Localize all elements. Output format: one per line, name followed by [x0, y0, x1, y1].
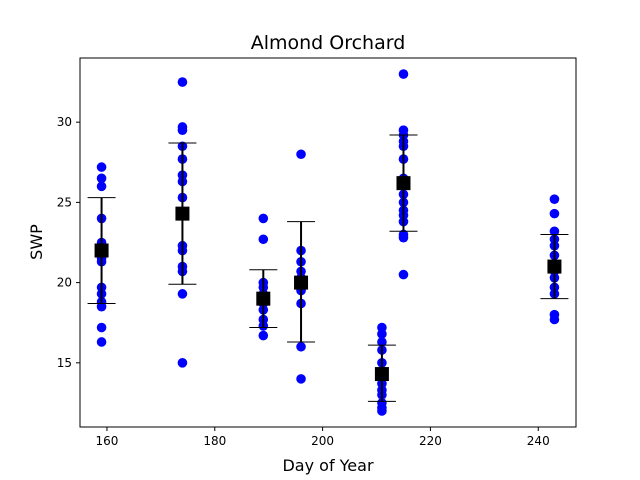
- data-point: [296, 149, 306, 160]
- mean-marker: [374, 367, 389, 382]
- data-point: [96, 322, 107, 333]
- mean-marker: [547, 259, 562, 274]
- data-point: [549, 208, 560, 219]
- data-point: [177, 358, 188, 368]
- data-point: [96, 337, 107, 347]
- y-tick-label: 25: [57, 195, 72, 209]
- mean-marker: [396, 176, 411, 191]
- mean-marker: [175, 206, 190, 221]
- data-point: [398, 232, 409, 243]
- data-point: [296, 341, 306, 352]
- mean-marker: [294, 275, 309, 290]
- data-point: [258, 213, 269, 224]
- x-axis-label: Day of Year: [282, 456, 373, 475]
- x-tick-label: 200: [311, 434, 334, 448]
- y-tick-label: 15: [57, 356, 72, 370]
- chart-title: Almond Orchard: [251, 32, 406, 54]
- data-point: [177, 289, 188, 299]
- data-point: [96, 173, 107, 184]
- chart-axes: 160 180 200 220 240 15 20 25 30: [57, 115, 550, 448]
- data-point: [377, 337, 387, 347]
- data-point: [549, 314, 560, 325]
- x-tick-label: 160: [96, 434, 119, 448]
- data-point: [96, 301, 107, 312]
- plot-area: [80, 58, 576, 427]
- data-point: [549, 226, 560, 237]
- x-tick-label: 240: [527, 434, 550, 448]
- data-point: [398, 69, 409, 79]
- data-point: [177, 125, 188, 135]
- data-point: [377, 329, 387, 339]
- x-tick-label: 180: [203, 434, 226, 448]
- chart-marks: [87, 69, 569, 416]
- x-tick-label: 220: [419, 434, 442, 448]
- data-point: [96, 162, 107, 172]
- y-tick-label: 30: [57, 115, 72, 129]
- data-point: [377, 406, 387, 416]
- mean-marker: [94, 243, 109, 258]
- mean-marker: [256, 291, 271, 306]
- data-point: [258, 330, 269, 341]
- data-point: [296, 374, 306, 384]
- data-point: [549, 194, 560, 204]
- y-axis-label: SWP: [27, 224, 46, 260]
- data-point: [96, 181, 107, 192]
- y-tick-label: 20: [57, 276, 72, 290]
- data-point: [258, 234, 269, 245]
- data-point: [177, 77, 188, 87]
- data-point: [398, 269, 409, 280]
- plot-frame: [79, 57, 577, 428]
